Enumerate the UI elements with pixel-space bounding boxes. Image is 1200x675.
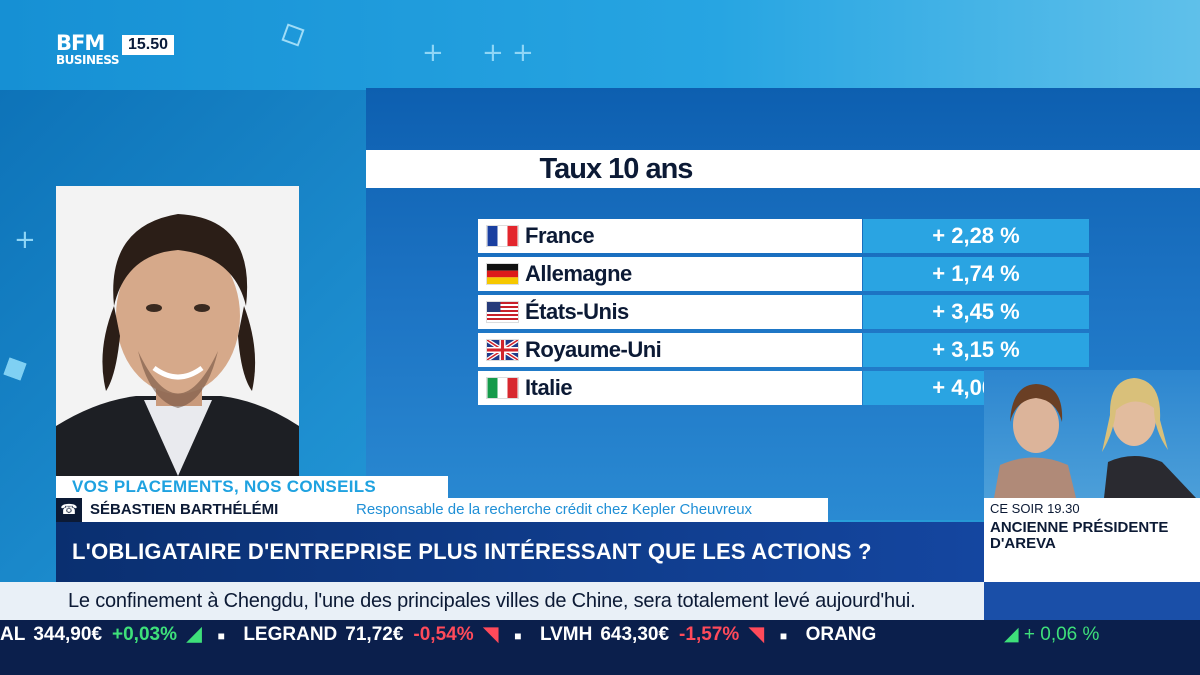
- news-ticker-end: [984, 582, 1200, 620]
- stock-ticker: AL 344,90€ +0,03% ◢ ■ LEGRAND 71,72€ -0,54% ◥ ■ …: [0, 620, 984, 650]
- channel-logo: BFM BUSINESS 15.50: [56, 31, 175, 67]
- square-decoration-icon: [3, 357, 27, 381]
- rate-value: + 3,45 %: [863, 295, 1089, 329]
- country-name: Italie: [478, 371, 862, 405]
- guest-bar: [56, 498, 828, 522]
- program-strip: [56, 476, 448, 498]
- index-change: ◢ + 0,06 %: [1004, 620, 1099, 650]
- rate-value: + 2,28 %: [863, 219, 1089, 253]
- chart-title: Taux 10 ans: [539, 153, 694, 185]
- down-arrow-icon: ◥: [749, 624, 764, 645]
- logo-business: BUSINESS: [56, 53, 119, 67]
- country-label: Royaume-Uni: [525, 337, 662, 362]
- tonight-box: [984, 498, 1200, 582]
- rate-value: + 3,15 %: [863, 333, 1089, 367]
- chart-title-bar: [366, 150, 1200, 188]
- headline-bar: [56, 522, 984, 582]
- tonight-guests-photo: [984, 370, 1200, 498]
- news-ticker-text: Le confinement à Chengdu, l'une des prin…: [68, 590, 916, 612]
- background-top: [0, 0, 1200, 90]
- news-ticker-bar: [0, 582, 984, 620]
- france-flag-icon: [486, 225, 519, 247]
- country-label: Allemagne: [525, 261, 632, 286]
- stock-item: AL 344,90€ +0,03% ◢ ■: [0, 620, 225, 650]
- germany-flag-icon: [486, 263, 519, 285]
- stock-change: -1,57%: [679, 624, 740, 645]
- guest-photo: [56, 186, 299, 476]
- logo-bfm: BFM: [56, 31, 105, 55]
- country-label: France: [525, 223, 595, 248]
- guest-name: SÉBASTIEN BARTHÉLÉMI: [90, 501, 279, 518]
- plus-decoration-icon: +: [512, 38, 534, 68]
- plus-decoration-icon: +: [14, 225, 36, 255]
- clock: 15.50: [122, 35, 175, 55]
- country-label: Italie: [525, 375, 573, 400]
- index-change-value: + 0,06 %: [1023, 624, 1100, 645]
- stock-price: 344,90€: [33, 624, 103, 645]
- guests-portrait-icon: [994, 378, 1196, 498]
- plus-decoration-icon: +: [482, 38, 504, 68]
- separator-icon: ■: [779, 629, 788, 643]
- phone-icon: ☎: [56, 498, 82, 522]
- up-arrow-icon: ◢: [187, 624, 202, 645]
- plus-decoration-icon: +: [422, 38, 444, 68]
- country-name: France: [478, 219, 862, 253]
- tonight-title: ANCIENNE PRÉSIDENTE D'AREVA: [990, 519, 1169, 552]
- stock-item: LEGRAND 71,72€ -0,54% ◥ ■: [243, 620, 521, 650]
- country-name: États-Unis: [478, 295, 862, 329]
- stock-name: LVMH: [539, 624, 593, 645]
- program-title: VOS PLACEMENTS, NOS CONSEILS: [72, 477, 377, 496]
- country-name: Royaume-Uni: [478, 333, 862, 367]
- guest-portrait-icon: [56, 186, 299, 476]
- table-row: Allemagne + 1,74 %: [478, 257, 1089, 291]
- table-row: France + 2,28 %: [478, 219, 1089, 253]
- stock-name: LEGRAND: [243, 624, 338, 645]
- stock-price: 643,30€: [600, 624, 670, 645]
- uk-flag-icon: [486, 339, 519, 361]
- stock-change: -0,54%: [413, 624, 474, 645]
- stock-item: ORANG: [806, 620, 877, 650]
- table-row: Royaume-Uni + 3,15 %: [478, 333, 1089, 367]
- up-arrow-icon: ◢: [1004, 624, 1024, 645]
- stock-item: LVMH 643,30€ -1,57% ◥ ■: [540, 620, 787, 650]
- guest-role: Responsable de la recherche crédit chez …: [356, 501, 753, 518]
- down-arrow-icon: ◥: [483, 624, 499, 645]
- separator-icon: ■: [514, 629, 522, 643]
- stock-price: 71,72€: [345, 624, 404, 645]
- headline: L'OBLIGATAIRE D'ENTREPRISE PLUS INTÉRESS…: [72, 539, 872, 564]
- country-label: États-Unis: [525, 299, 629, 324]
- stock-name: AL: [0, 624, 26, 645]
- italy-flag-icon: [486, 377, 519, 399]
- stock-ticker-bar: [0, 620, 1200, 675]
- country-name: Allemagne: [478, 257, 862, 291]
- rate-value: + 1,74 %: [863, 257, 1089, 291]
- table-row: États-Unis + 3,45 %: [478, 295, 1089, 329]
- usa-flag-icon: [486, 301, 519, 323]
- tonight-time: CE SOIR 19.30: [990, 501, 1080, 516]
- stock-change: +0,03%: [112, 624, 177, 645]
- separator-icon: ■: [217, 629, 225, 643]
- stock-name: ORANG: [805, 624, 877, 645]
